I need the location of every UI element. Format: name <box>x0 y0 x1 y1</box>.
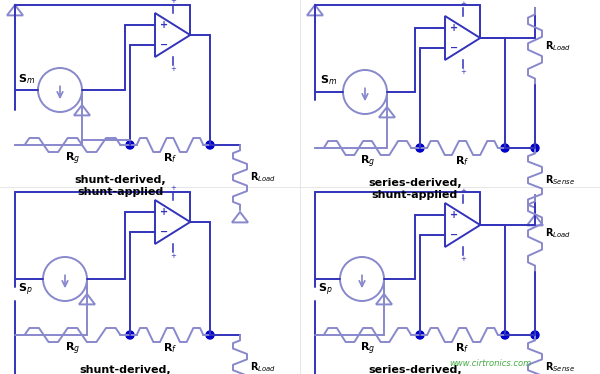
Text: R$_f$: R$_f$ <box>163 151 177 165</box>
Text: R$_{Load}$: R$_{Load}$ <box>545 40 571 53</box>
Text: R$_f$: R$_f$ <box>163 341 177 355</box>
Text: R$_g$: R$_g$ <box>65 150 80 167</box>
Text: www.cirtronics.com: www.cirtronics.com <box>449 359 531 368</box>
Text: R$_{Load}$: R$_{Load}$ <box>250 171 276 184</box>
Text: R$_g$: R$_g$ <box>65 340 80 357</box>
Text: +: + <box>461 256 467 262</box>
Text: +: + <box>170 66 176 72</box>
Text: −: − <box>450 230 458 240</box>
Text: R$_f$: R$_f$ <box>455 341 470 355</box>
Text: S$_p$: S$_p$ <box>18 281 32 298</box>
Text: −: − <box>160 227 168 237</box>
Circle shape <box>206 331 214 339</box>
Text: R$_{Load}$: R$_{Load}$ <box>545 227 571 240</box>
Text: S$_p$: S$_p$ <box>318 281 332 298</box>
Circle shape <box>501 144 509 152</box>
Text: S$_m$: S$_m$ <box>320 73 337 87</box>
Text: +: + <box>461 69 467 75</box>
Text: series-derived,
shunt-applied: series-derived, shunt-applied <box>368 178 462 200</box>
Text: R$_{Sense}$: R$_{Sense}$ <box>545 361 575 374</box>
Circle shape <box>501 331 509 339</box>
Circle shape <box>416 331 424 339</box>
Text: +: + <box>461 188 467 194</box>
Circle shape <box>531 144 539 152</box>
Text: R$_g$: R$_g$ <box>360 340 375 357</box>
Circle shape <box>416 144 424 152</box>
Text: +: + <box>170 0 176 4</box>
Circle shape <box>126 331 134 339</box>
Text: shunt-derived,
series-applied: shunt-derived, series-applied <box>79 365 171 374</box>
Circle shape <box>531 331 539 339</box>
Text: R$_{Load}$: R$_{Load}$ <box>250 361 276 374</box>
Text: +: + <box>170 185 176 191</box>
Circle shape <box>126 141 134 149</box>
Text: +: + <box>450 23 458 33</box>
Text: +: + <box>170 253 176 259</box>
Text: +: + <box>450 210 458 220</box>
Text: shunt-derived,
shunt-applied: shunt-derived, shunt-applied <box>74 175 166 197</box>
Text: +: + <box>160 20 168 30</box>
Text: series-derived,
series-applied: series-derived, series-applied <box>368 365 462 374</box>
Text: +: + <box>461 1 467 7</box>
Text: R$_f$: R$_f$ <box>455 154 470 168</box>
Text: R$_{Sense}$: R$_{Sense}$ <box>545 174 575 187</box>
Text: −: − <box>160 40 168 50</box>
Text: R$_g$: R$_g$ <box>360 153 375 170</box>
Text: +: + <box>160 207 168 217</box>
Circle shape <box>206 141 214 149</box>
Text: S$_m$: S$_m$ <box>18 72 35 86</box>
Text: −: − <box>450 43 458 53</box>
